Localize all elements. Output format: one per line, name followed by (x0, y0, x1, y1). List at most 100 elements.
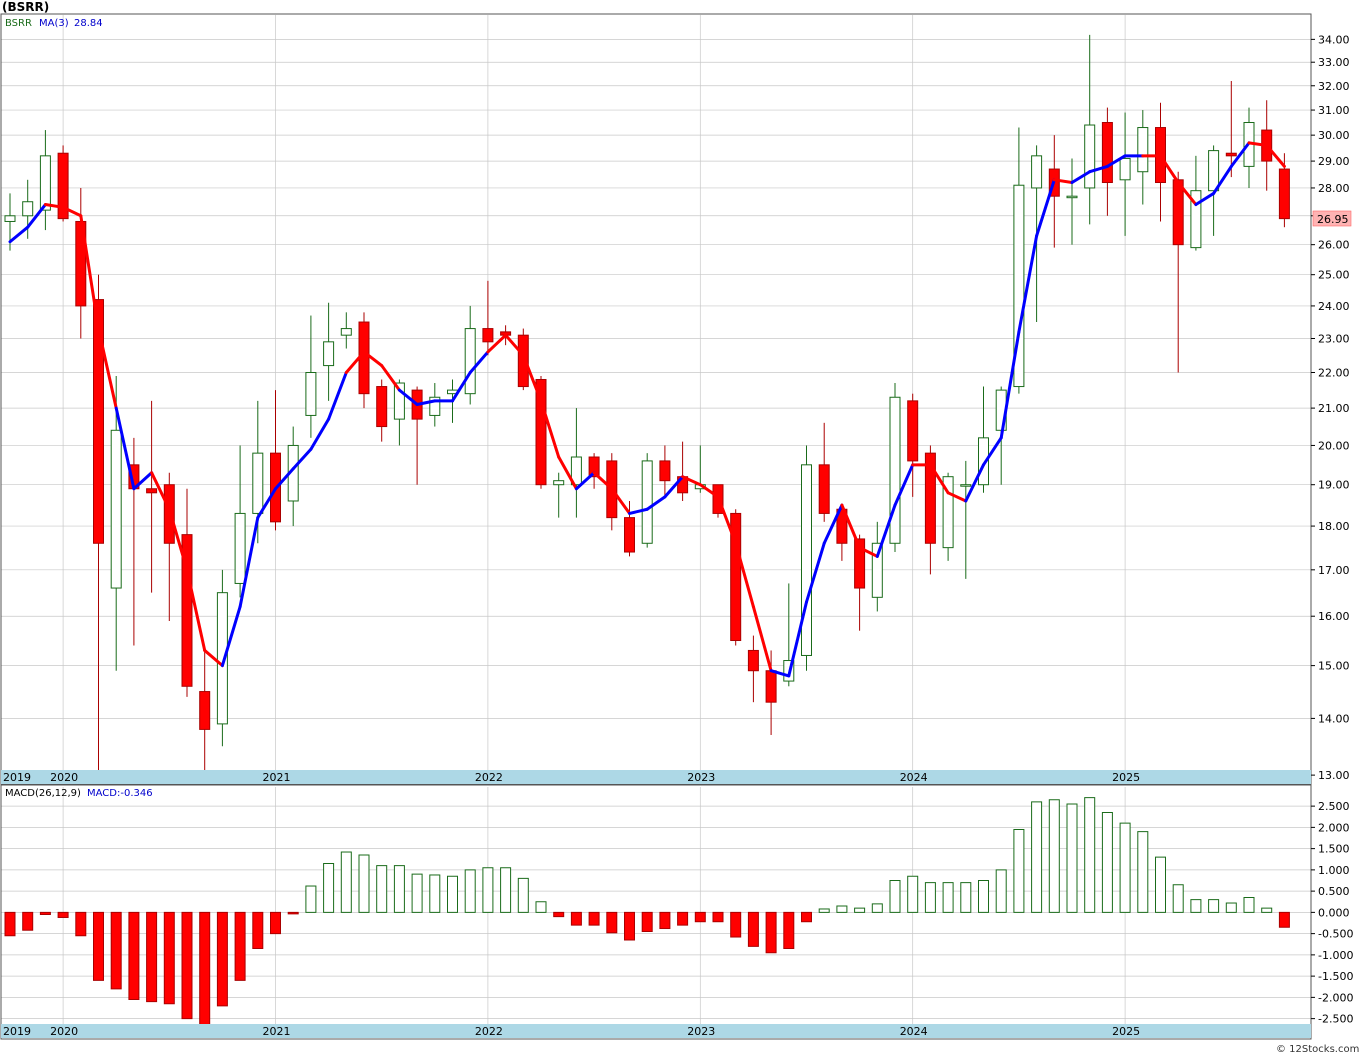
macd-date-axis: 2019 2020 2021 2022 2023 2024 2025 (3, 1025, 1140, 1038)
ma-segment (380, 364, 401, 392)
macd-bar (287, 911, 299, 915)
macd-bar (181, 911, 193, 1020)
price-year-label: 2024 (900, 771, 928, 784)
candle (818, 422, 830, 522)
candle-body (641, 460, 653, 544)
candle-body (836, 508, 848, 544)
ma-segment (1265, 143, 1286, 168)
candle (747, 635, 759, 703)
price-year-label: 2023 (687, 771, 715, 784)
macd-bar (128, 911, 140, 1000)
candle-body (1101, 122, 1113, 184)
candle (659, 445, 671, 497)
candle-body (1066, 195, 1078, 199)
price-tick-label: 34.00 (1318, 33, 1350, 46)
candle-body (199, 691, 211, 730)
macd-bar (517, 877, 529, 913)
ma-segment (1247, 141, 1269, 147)
price-tick-label: 33.00 (1318, 56, 1350, 69)
price-candles (4, 34, 1290, 782)
candle-body (234, 512, 246, 584)
macd-year-label: 2023 (687, 1025, 715, 1038)
candle (146, 400, 158, 593)
candle (535, 375, 547, 489)
ma-segment (309, 417, 331, 451)
macd-year-label: 2025 (1112, 1025, 1140, 1038)
macd-bar (818, 908, 830, 913)
macd-bar (553, 911, 565, 918)
candle-body (960, 484, 972, 487)
macd-bar (747, 911, 759, 947)
ma-segment (681, 475, 702, 487)
candle-body (252, 452, 264, 514)
candle (482, 280, 494, 356)
ma-segment (256, 487, 277, 520)
last-price-label: 26.95 (1317, 213, 1349, 226)
ma-segment (1212, 164, 1233, 195)
price-tick-label: 29.00 (1318, 155, 1350, 168)
candle-body (1084, 124, 1096, 189)
ma-segment (397, 388, 419, 406)
macd-tick-label: -1.000 (1318, 949, 1353, 962)
macd-year-label: 2022 (475, 1025, 503, 1038)
price-tick-label: 20.00 (1318, 439, 1350, 452)
macd-bar (1278, 911, 1290, 928)
candle-body (464, 328, 476, 395)
candle-body (907, 400, 919, 462)
price-tick-label: 22.00 (1318, 367, 1350, 380)
macd-bar (1048, 799, 1060, 913)
macd-bar (429, 874, 441, 913)
ma-segment (132, 471, 154, 491)
macd-bar (340, 851, 352, 913)
macd-bar (447, 875, 458, 913)
candle-body (854, 538, 866, 589)
macd-legend-indicator: MACD(26,12,9) (5, 788, 81, 799)
candle-body (801, 464, 812, 656)
price-legend-symbol: BSRR (5, 18, 32, 29)
candle (464, 305, 476, 405)
price-tick-label: 21.00 (1318, 402, 1350, 415)
candle-body (376, 386, 388, 428)
candle (1013, 127, 1025, 394)
chart-title: (BSRR) (2, 0, 49, 14)
ma-segment (504, 333, 525, 357)
macd-bar (163, 911, 175, 1005)
ma-segment (1052, 178, 1074, 185)
candle-body (1190, 190, 1202, 249)
candle-body (22, 201, 34, 217)
candle (1066, 158, 1078, 245)
ma-segment (167, 507, 189, 572)
ma-segment (327, 371, 348, 421)
candle-body (765, 670, 777, 703)
ma-segment (1229, 141, 1251, 168)
price-tick-label: 24.00 (1318, 300, 1350, 313)
candle-body (146, 488, 158, 494)
macd-bar (659, 911, 671, 930)
macd-bar (146, 911, 158, 1003)
price-tick-label: 30.00 (1318, 129, 1350, 142)
ma-segment (592, 471, 614, 491)
ma-segment (79, 214, 100, 331)
ma-segment (468, 350, 490, 375)
candle-body (39, 155, 51, 211)
ma-segment (61, 205, 83, 218)
candle-body (1172, 179, 1184, 246)
candle (110, 375, 122, 671)
price-date-axis: 2019 2020 2021 2022 2023 2024 2025 (3, 771, 1140, 784)
price-tick-label: 14.00 (1318, 712, 1350, 725)
ma-segment (769, 669, 791, 678)
candle (199, 650, 211, 782)
candle-body (429, 396, 441, 416)
macd-tick-label: 0.500 (1318, 885, 1350, 898)
candle (358, 312, 370, 409)
candle (889, 383, 901, 553)
macd-bar (995, 869, 1007, 913)
candle (234, 445, 246, 598)
price-tick-label: 16.00 (1318, 610, 1350, 623)
ma-segment (344, 350, 366, 375)
macd-year-label: 2021 (263, 1025, 291, 1038)
candle-body (4, 215, 16, 222)
ma-segment (114, 406, 136, 491)
candle-body (942, 476, 954, 549)
candle-body (93, 299, 104, 544)
